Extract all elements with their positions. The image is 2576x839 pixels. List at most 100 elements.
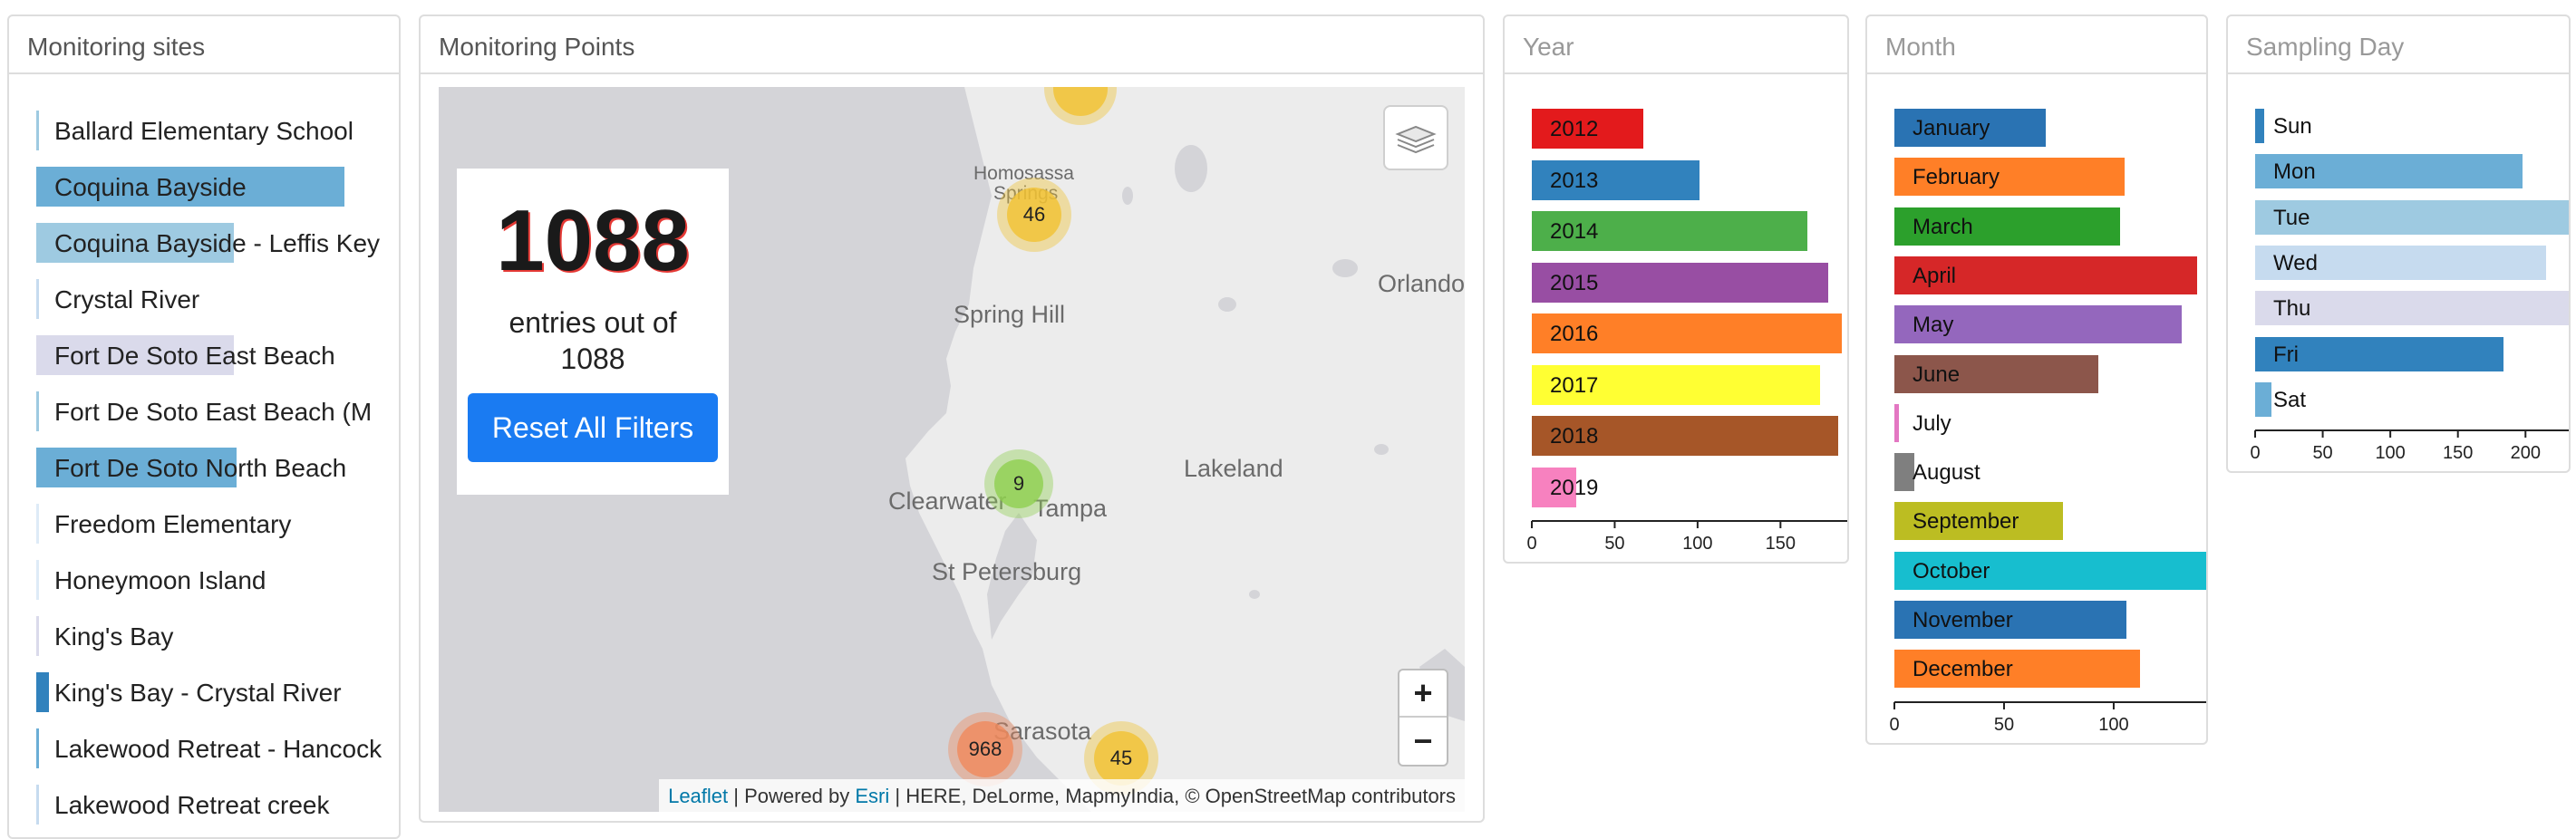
chart-bar-row[interactable]: June (1894, 354, 2206, 393)
year-panel: Year 2012 2013 2014 2015 2016 2017 2018 2019 0 50… (1503, 14, 1849, 564)
site-label: Coquina Bayside - Leffis Key (54, 229, 381, 257)
chart-bar-row[interactable]: Tue (2255, 199, 2569, 235)
site-label: Honeymoon Island (54, 566, 266, 594)
site-list-item[interactable]: King's Bay (36, 616, 390, 656)
site-list-item[interactable]: Fort De Soto East Beach (M (36, 391, 390, 431)
chart-bar (1894, 256, 2197, 294)
chart-bar-row[interactable]: Sun (2255, 109, 2569, 143)
leaflet-link[interactable]: Leaflet (668, 785, 729, 807)
chart-bar-row[interactable]: 2017 (1532, 364, 1842, 405)
city-label-lakeland: Lakeland (1184, 455, 1283, 482)
chart-bar-row[interactable]: September (1894, 502, 2206, 541)
chart-bar (1894, 305, 2182, 344)
chart-bar-label: March (1913, 214, 1973, 239)
site-list-item[interactable]: Freedom Elementary (36, 504, 390, 544)
map-view[interactable]: Homosassa Springs Spring Hill Orlando La… (439, 87, 1465, 812)
site-list-item[interactable]: Fort De Soto East Beach (36, 335, 390, 375)
chart-bar (2255, 109, 2265, 143)
layers-control-button[interactable] (1383, 105, 1448, 170)
chart-bar-label: Sat (2273, 387, 2307, 412)
chart-bar-row[interactable]: 2014 (1532, 211, 1842, 251)
chart-bar-row[interactable]: April (1894, 256, 2206, 294)
city-label-clearwater: Clearwater (888, 487, 1007, 515)
zoom-in-button[interactable]: + (1399, 670, 1447, 718)
site-count-bar (36, 785, 39, 825)
chart-bar-label: Wed (2273, 250, 2318, 275)
site-list-item[interactable]: Lakewood Retreat - Hancock (36, 728, 390, 768)
chart-bar-row[interactable]: November (1894, 601, 2206, 639)
site-list-item[interactable]: King's Bay - Crystal River (36, 672, 390, 712)
attribution-text: | Powered by (728, 785, 856, 807)
axis-tick-label: 50 (1994, 715, 2014, 735)
map-panel-title: Monitoring Points (421, 16, 1483, 74)
axis-tick-label: 50 (1604, 534, 1624, 554)
site-list-item[interactable]: Fort De Soto North Beach (36, 448, 390, 487)
chart-bar (2255, 291, 2569, 326)
city-label-st-petersburg: St Petersburg (932, 558, 1082, 585)
chart-bar-row[interactable]: 2013 (1532, 159, 1842, 200)
site-count-bar (36, 448, 237, 487)
marker-cluster[interactable]: 968 (948, 712, 1022, 786)
filtered-count: 1088 (496, 192, 690, 289)
chart-bar-label: 2012 (1550, 117, 1599, 141)
year-panel-title: Year (1505, 16, 1847, 74)
chart-bar-label: July (1913, 410, 1951, 436)
marker-cluster[interactable]: 46 (997, 178, 1071, 252)
chart-bar-row[interactable]: Fri (2255, 336, 2569, 371)
site-label: Coquina Bayside (54, 173, 247, 201)
chart-x-axis: 0 50 100 (1889, 700, 2206, 735)
chart-bar (1532, 109, 1643, 149)
site-label: Fort De Soto East Beach (M (54, 398, 373, 426)
site-list-item[interactable]: Coquina Bayside - Leffis Key (36, 223, 390, 263)
chart-bar (1894, 453, 1914, 492)
site-list-item[interactable]: Lakewood Retreat creek (36, 785, 390, 825)
chart-x-axis: 0 50 100 150 (1526, 520, 1847, 554)
chart-bar-row[interactable]: 2016 (1532, 313, 1842, 353)
chart-bar-row[interactable]: 2019 (1532, 467, 1842, 507)
chart-bar-row[interactable]: Mon (2255, 154, 2569, 189)
chart-bar-row[interactable]: August (1894, 453, 2206, 492)
chart-bar-row[interactable]: January (1894, 109, 2206, 147)
chart-bar-label: 2015 (1550, 270, 1599, 295)
chart-bar-label: February (1913, 165, 2000, 190)
chart-bar-row[interactable]: October (1894, 551, 2206, 590)
chart-bar-row[interactable]: July (1894, 403, 2206, 442)
reset-all-filters-button[interactable]: Reset All Filters (468, 393, 718, 462)
month-panel-title: Month (1867, 16, 2206, 74)
site-label: Crystal River (54, 285, 200, 313)
chart-bar-row[interactable]: 2015 (1532, 262, 1842, 303)
city-label-homosassa: Homosassa (973, 163, 1074, 184)
chart-bar-row[interactable]: Wed (2255, 245, 2569, 280)
count-text: entries out of (508, 306, 677, 339)
site-list-item[interactable]: Ballard Elementary School (36, 111, 390, 150)
chart-bar (1894, 650, 2140, 689)
site-list-item[interactable]: Crystal River (36, 279, 390, 319)
chart-bar (1532, 416, 1839, 456)
zoom-out-button[interactable]: − (1413, 722, 1433, 759)
axis-tick-label: 150 (1766, 534, 1796, 554)
cluster-count: 46 (1007, 188, 1061, 242)
chart-bar (1894, 354, 2099, 393)
chart-bar (2255, 381, 2271, 417)
chart-bar-row[interactable]: February (1894, 158, 2206, 197)
count-widget: 1088 entries out of 1088 Reset All Filte… (457, 169, 729, 495)
chart-bar (2255, 336, 2504, 371)
chart-bar-row[interactable]: March (1894, 207, 2206, 246)
chart-bar-row[interactable]: December (1894, 650, 2206, 689)
axis-tick-label: 0 (1526, 534, 1536, 554)
chart-bar-row[interactable]: May (1894, 305, 2206, 344)
axis-tick-label: 100 (1682, 534, 1712, 554)
chart-bar-row[interactable]: 2012 (1532, 109, 1842, 149)
site-list-item[interactable]: Coquina Bayside (36, 167, 390, 207)
chart-bar-row[interactable]: Sat (2255, 381, 2569, 417)
chart-bar-label: September (1913, 509, 2019, 535)
site-list-item[interactable]: Honeymoon Island (36, 560, 390, 600)
esri-link[interactable]: Esri (855, 785, 890, 807)
chart-bar (1532, 159, 1700, 200)
marker-cluster[interactable]: 9 (984, 449, 1053, 518)
day-panel: Sampling Day Sun Mon Tue Wed Thu Fri Sat 0 50 100… (2226, 14, 2571, 473)
chart-bar-row[interactable]: 2018 (1532, 416, 1842, 456)
chart-bar-row[interactable]: Thu (2255, 291, 2569, 326)
day-panel-title: Sampling Day (2228, 16, 2569, 74)
site-label: Lakewood Retreat - Hancock (54, 735, 383, 763)
